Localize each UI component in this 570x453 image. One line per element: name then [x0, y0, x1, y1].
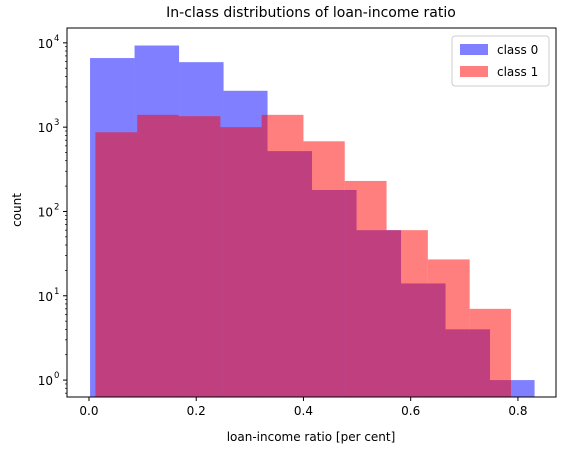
x-tick-label: 0.2 [187, 404, 206, 418]
bar-series-1-bin-6 [344, 180, 387, 397]
legend: class 0 class 1 [451, 35, 550, 87]
x-tick-label: 0.4 [294, 404, 313, 418]
legend-swatch [460, 66, 488, 77]
y-tick-label: 10 [38, 37, 53, 51]
bar-series-1-bin-8 [427, 259, 470, 397]
x-tick-label: 0.8 [508, 404, 527, 418]
y-tick-label: 10 [38, 374, 53, 388]
y-tick-label: 10 [38, 290, 53, 304]
x-axis-label: loan-income ratio [per cent] [227, 430, 396, 444]
y-tick-label: 10 [38, 121, 53, 135]
x-tick-label: 0.6 [401, 404, 420, 418]
bar-series-1-bin-4 [261, 114, 304, 397]
y-axis-label: count [10, 193, 24, 227]
legend-entry-label: class 1 [497, 65, 538, 79]
bars-layer [90, 45, 535, 398]
bar-series-1-bin-1 [137, 114, 179, 397]
chart-title: In-class distributions of loan-income ra… [166, 5, 456, 21]
legend-swatch [460, 44, 488, 55]
bar-series-1-bin-7 [386, 230, 428, 397]
bar-series-1-bin-2 [178, 116, 221, 397]
y-tick-exponent: 4 [54, 34, 59, 44]
y-tick-exponent: 0 [54, 371, 59, 381]
bar-series-1-bin-3 [220, 127, 262, 398]
x-axis-ticks: 0.0 0.2 0.4 0.6 0.8 [79, 397, 527, 418]
y-tick-exponent: 1 [54, 287, 59, 297]
y-tick-exponent: 2 [54, 202, 59, 212]
bar-series-1-bin-9 [469, 308, 511, 397]
plot-frame [66, 27, 557, 398]
bar-series-1-bin-5 [303, 141, 345, 397]
y-tick-label: 10 [38, 205, 53, 219]
bar-series-1-bin-0 [95, 132, 138, 397]
legend-entry-label: class 0 [497, 43, 538, 57]
x-tick-label: 0.0 [79, 404, 98, 418]
y-tick-exponent: 3 [54, 118, 59, 128]
